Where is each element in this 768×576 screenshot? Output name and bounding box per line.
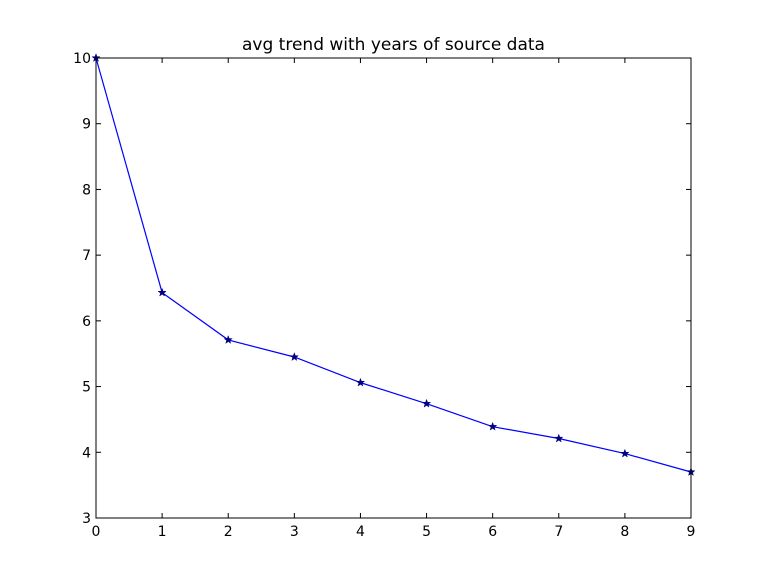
y-tick-label: 7 [82,248,91,264]
x-tick-label: 1 [158,524,167,540]
x-tick-label: 8 [620,524,629,540]
plot-frame [95,57,692,519]
data-point-star [487,421,498,431]
y-tick-label: 6 [82,314,91,330]
data-point-star [157,287,167,297]
x-tick-label: 3 [290,524,299,540]
y-tick-label: 10 [73,51,91,67]
y-tick-label: 3 [82,511,91,527]
y-tick-label: 5 [82,380,91,396]
x-tick-label: 7 [554,524,563,540]
data-point-star [554,433,564,443]
x-tick-label: 2 [224,524,233,540]
y-tick-label: 8 [82,182,91,198]
series-layer [91,53,696,477]
data-point-star [620,448,630,458]
data-point-star [289,352,300,362]
y-tick-label: 4 [82,445,91,461]
x-tick-label: 0 [92,524,101,540]
data-point-star [355,377,366,387]
x-tick-label: 9 [687,524,696,540]
x-tick-label: 5 [422,524,431,540]
y-tick-label: 9 [82,117,91,133]
x-tick-label: 6 [488,524,497,540]
series-line [95,57,692,473]
data-point-star [223,334,233,344]
data-point-star [421,398,432,408]
x-tick-label: 4 [356,524,365,540]
chart-title: avg trend with years of source data [242,35,545,55]
